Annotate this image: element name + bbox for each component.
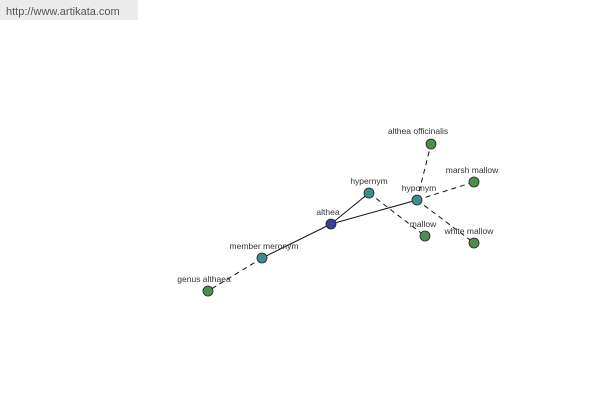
node-label: genus althaea bbox=[177, 274, 231, 284]
node-label: althea bbox=[316, 207, 339, 217]
node bbox=[419, 230, 431, 242]
dashed-edge bbox=[207, 257, 263, 292]
node-label: hyponym bbox=[402, 183, 437, 193]
edge bbox=[330, 192, 370, 225]
nodes: althea hypernym hyponym member meronym althe… bbox=[177, 126, 499, 297]
node bbox=[363, 187, 375, 199]
url-text: http://www.artikata.com bbox=[6, 6, 120, 18]
node-label: marsh mallow bbox=[446, 165, 499, 175]
edge bbox=[330, 199, 418, 225]
node-label: member meronym bbox=[230, 241, 299, 251]
node-label: hypernym bbox=[350, 176, 387, 186]
node bbox=[325, 218, 337, 230]
node bbox=[411, 194, 423, 206]
dashed-edge bbox=[416, 181, 475, 201]
node bbox=[468, 237, 480, 249]
dashed-edge bbox=[416, 143, 432, 201]
edges bbox=[207, 143, 475, 292]
node bbox=[256, 252, 268, 264]
dashed-edge bbox=[416, 199, 475, 244]
node-label: white mallow bbox=[444, 226, 495, 236]
node bbox=[468, 176, 480, 188]
url-box bbox=[0, 0, 138, 20]
edge bbox=[261, 223, 332, 259]
node bbox=[425, 138, 437, 150]
node-label: althea officinalis bbox=[388, 126, 448, 136]
node bbox=[202, 285, 214, 297]
dashed-edge bbox=[368, 192, 426, 237]
node-label: mallow bbox=[410, 219, 437, 229]
